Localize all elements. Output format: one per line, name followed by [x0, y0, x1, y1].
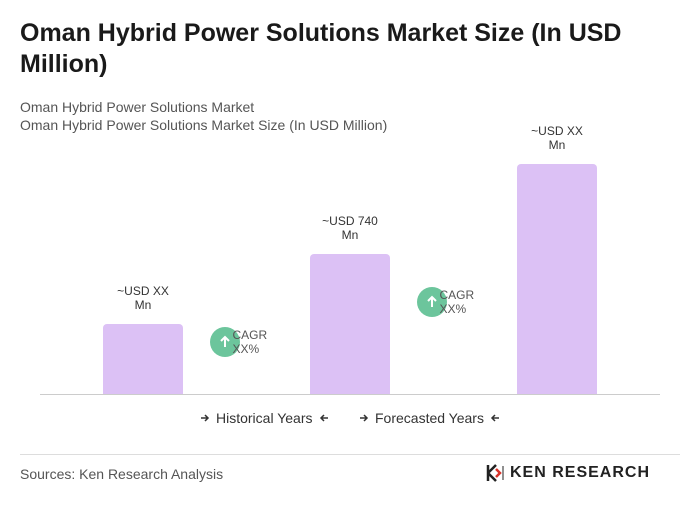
logo: KEN RESEARCH	[486, 463, 650, 483]
bar	[310, 254, 390, 394]
subtitle: Oman Hybrid Power Solutions Market	[20, 99, 255, 115]
bar	[103, 324, 183, 394]
up-arrow	[219, 335, 230, 347]
arrow-icon	[490, 414, 499, 422]
period-legend: Forecasted Years	[359, 410, 500, 426]
value-label: ~USD 740 Mn	[322, 214, 378, 243]
arrow-icon	[319, 414, 328, 422]
cagr-icon	[209, 326, 240, 357]
period-label: Historical Years	[216, 410, 313, 426]
logo-text: KEN RESEARCH	[510, 464, 651, 481]
cagr-icon	[416, 286, 447, 317]
arrow-icon	[360, 414, 369, 422]
bar	[517, 164, 597, 394]
logo-icon	[486, 464, 504, 482]
chart-title: Oman Hybrid Power Solutions Market Size …	[20, 19, 622, 78]
source: Sources: Ken Research Analysis	[20, 466, 224, 482]
cagr-label: CAGR XX%	[439, 287, 475, 316]
cagr-label: CAGR XX%	[232, 327, 268, 356]
value-label: ~USD XX Mn	[117, 284, 169, 313]
up-arrow	[426, 295, 437, 307]
period-legend: Historical Years	[200, 410, 329, 426]
value-label: ~USD XX Mn	[531, 124, 583, 152]
period-label: Forecasted Years	[375, 410, 484, 426]
baseline	[40, 394, 660, 395]
divider	[20, 454, 680, 455]
arrow-icon	[201, 414, 210, 422]
axis-label: Oman Hybrid Power Solutions Market Size …	[20, 117, 388, 133]
